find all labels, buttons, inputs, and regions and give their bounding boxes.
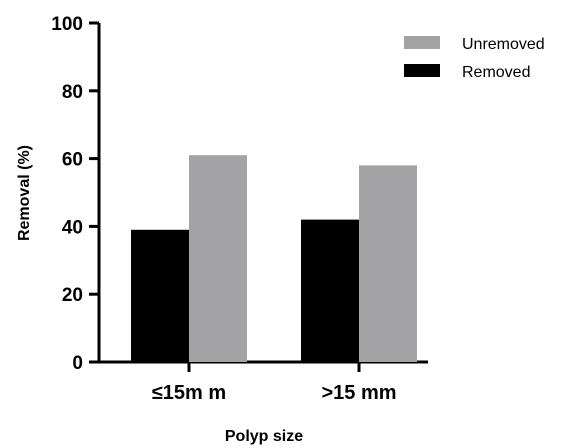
y-axis-title: Removal (%) (16, 145, 33, 241)
legend-swatch-removed (404, 64, 440, 77)
x-tick-label: >15 mm (321, 382, 396, 404)
category-labels: ≤15m m >15 mm (152, 382, 397, 404)
bar-unremoved-2 (359, 165, 417, 362)
legend-swatch-unremoved (404, 36, 440, 49)
legend-label-removed: Removed (462, 64, 530, 81)
legend-label-unremoved: Unremoved (462, 36, 545, 53)
y-tick-label: 0 (72, 353, 83, 374)
x-axis (97, 360, 428, 372)
y-tick-label: 100 (51, 14, 83, 35)
x-axis-title: Polyp size (225, 428, 303, 445)
bar-removed-2 (301, 219, 359, 362)
y-axis: 0 20 40 60 80 100 (51, 14, 101, 374)
legend: Unremoved Removed (404, 36, 545, 81)
y-tick-label: 40 (62, 217, 83, 238)
bars (131, 155, 417, 362)
bar-removed-1 (131, 229, 189, 362)
y-tick-label: 60 (62, 150, 83, 171)
x-tick-label: ≤15m m (152, 382, 226, 404)
y-tick-label: 80 (62, 82, 83, 103)
y-tick-label: 20 (62, 285, 83, 306)
bar-unremoved-1 (189, 155, 247, 362)
